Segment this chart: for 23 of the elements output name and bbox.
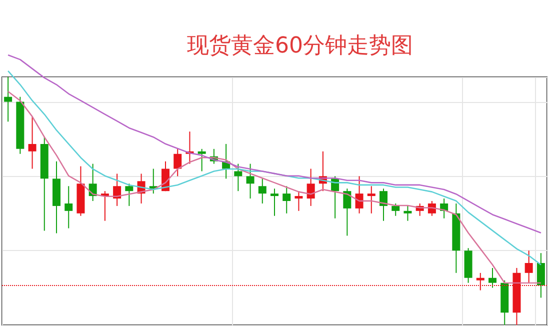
chart-title: 现货黄金60分钟走势图 — [187, 34, 413, 58]
candlestick — [343, 188, 352, 236]
candlestick — [28, 116, 36, 170]
candlestick — [392, 202, 400, 216]
candlestick — [125, 183, 134, 206]
candlestick — [174, 148, 182, 177]
candlestick — [294, 190, 303, 212]
candlestick — [4, 76, 12, 122]
candlestick — [380, 188, 388, 222]
candlestick — [64, 186, 73, 229]
candlestick — [246, 163, 254, 200]
candlestick — [258, 178, 266, 204]
candlestick — [524, 250, 533, 284]
candlestick — [488, 267, 496, 288]
candlestick — [306, 168, 315, 206]
candlestick — [270, 188, 278, 216]
candlestick — [282, 186, 291, 214]
candlestick — [198, 148, 206, 172]
candlestick — [404, 205, 412, 222]
candlestick — [355, 176, 364, 214]
candlestick — [367, 186, 376, 214]
candlestick — [536, 252, 545, 298]
candlestick — [234, 163, 242, 192]
